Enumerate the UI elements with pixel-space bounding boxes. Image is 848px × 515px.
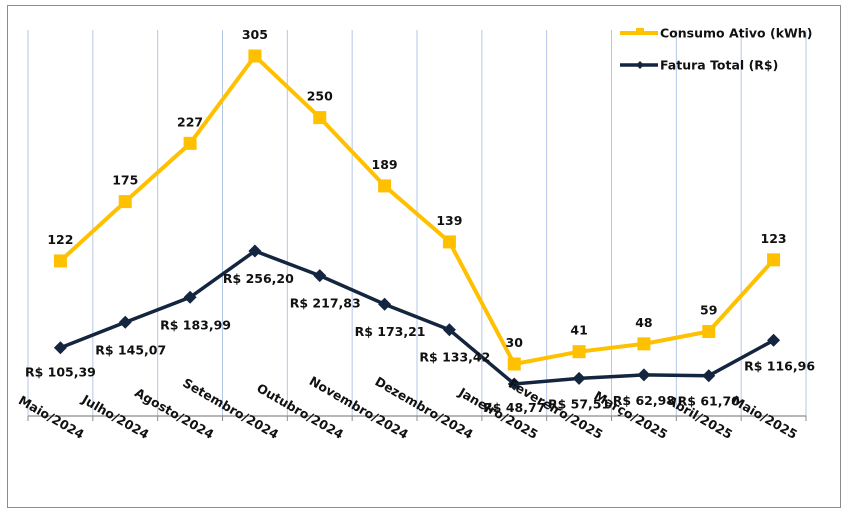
data-label-fatura: R$ 61,70	[678, 394, 741, 409]
data-point-consumo	[118, 195, 132, 209]
data-point-fatura	[248, 244, 262, 258]
data-point-fatura	[53, 341, 67, 355]
data-point-consumo	[637, 337, 651, 351]
data-label-consumo: 189	[372, 157, 398, 172]
series-lines	[59, 52, 776, 386]
data-point-consumo	[53, 254, 67, 268]
data-label-consumo: 139	[436, 213, 462, 228]
x-tick-label: Maio/2025	[729, 392, 800, 442]
x-tick-labels: Maio/2024Julho/2024Agosto/2024Setembro/2…	[16, 373, 800, 442]
chart-frame	[7, 5, 841, 508]
data-point-consumo	[702, 325, 716, 339]
data-point-consumo	[572, 345, 586, 359]
data-point-consumo	[313, 111, 327, 125]
data-point-consumo	[442, 235, 456, 249]
data-point-consumo	[507, 357, 521, 371]
data-label-fatura: R$ 256,20	[223, 271, 294, 286]
data-point-fatura	[507, 377, 521, 391]
data-label-fatura: R$ 57,51	[548, 396, 610, 411]
x-axis	[27, 415, 807, 421]
data-label-fatura: R$ 62,98	[613, 393, 675, 408]
data-point-fatura	[313, 269, 327, 283]
data-label-fatura: R$ 183,99	[160, 317, 231, 332]
data-point-fatura	[637, 368, 651, 382]
data-label-fatura: R$ 145,07	[95, 342, 166, 357]
data-label-fatura: R$ 133,42	[419, 350, 490, 365]
series-line-consumo	[59, 52, 776, 367]
data-label-fatura: R$ 173,21	[355, 324, 426, 339]
data-label-consumo: 122	[47, 232, 73, 247]
gridlines	[27, 30, 807, 416]
data-point-consumo	[183, 136, 197, 150]
data-point-fatura	[702, 369, 716, 383]
data-point-consumo	[767, 253, 781, 267]
data-label-fatura: R$ 105,39	[25, 365, 96, 380]
data-point-fatura	[767, 333, 781, 347]
data-label-fatura: R$ 48,77	[483, 400, 545, 415]
data-label-consumo: 48	[635, 315, 652, 330]
data-point-fatura	[378, 297, 392, 311]
data-point-fatura	[183, 290, 197, 304]
legend-marker-diamond	[636, 61, 644, 69]
legend-label-consumo: Consumo Ativo (kWh)	[660, 26, 812, 41]
data-point-consumo	[248, 49, 262, 63]
data-label-consumo: 59	[700, 303, 717, 318]
series-line-fatura	[59, 249, 775, 386]
x-tick-label: Maio/2024	[16, 392, 87, 442]
data-label-consumo: 227	[177, 114, 203, 129]
legend-marker-square	[636, 28, 644, 35]
data-label-consumo: 305	[242, 27, 268, 42]
data-label-fatura: R$ 116,96	[744, 358, 815, 373]
data-point-fatura	[118, 315, 132, 329]
data-label-consumo: 30	[506, 335, 524, 350]
data-label-consumo: 41	[570, 323, 587, 338]
data-point-consumo	[378, 179, 392, 193]
series-markers	[53, 49, 781, 391]
data-point-fatura	[572, 371, 586, 385]
data-point-fatura	[442, 323, 456, 337]
data-label-consumo: 175	[112, 173, 138, 188]
data-label-fatura: R$ 217,83	[290, 296, 361, 311]
legend-label-fatura: Fatura Total (R$)	[660, 58, 778, 73]
data-labels: 122 175 227 305 250 189 139 30 41 48 59 123 R$ 105,3…	[25, 27, 815, 415]
data-label-consumo: 250	[307, 89, 333, 104]
legend: Consumo Ativo (kWh) Fatura Total (R$)	[620, 26, 812, 73]
data-label-consumo: 123	[761, 231, 787, 246]
